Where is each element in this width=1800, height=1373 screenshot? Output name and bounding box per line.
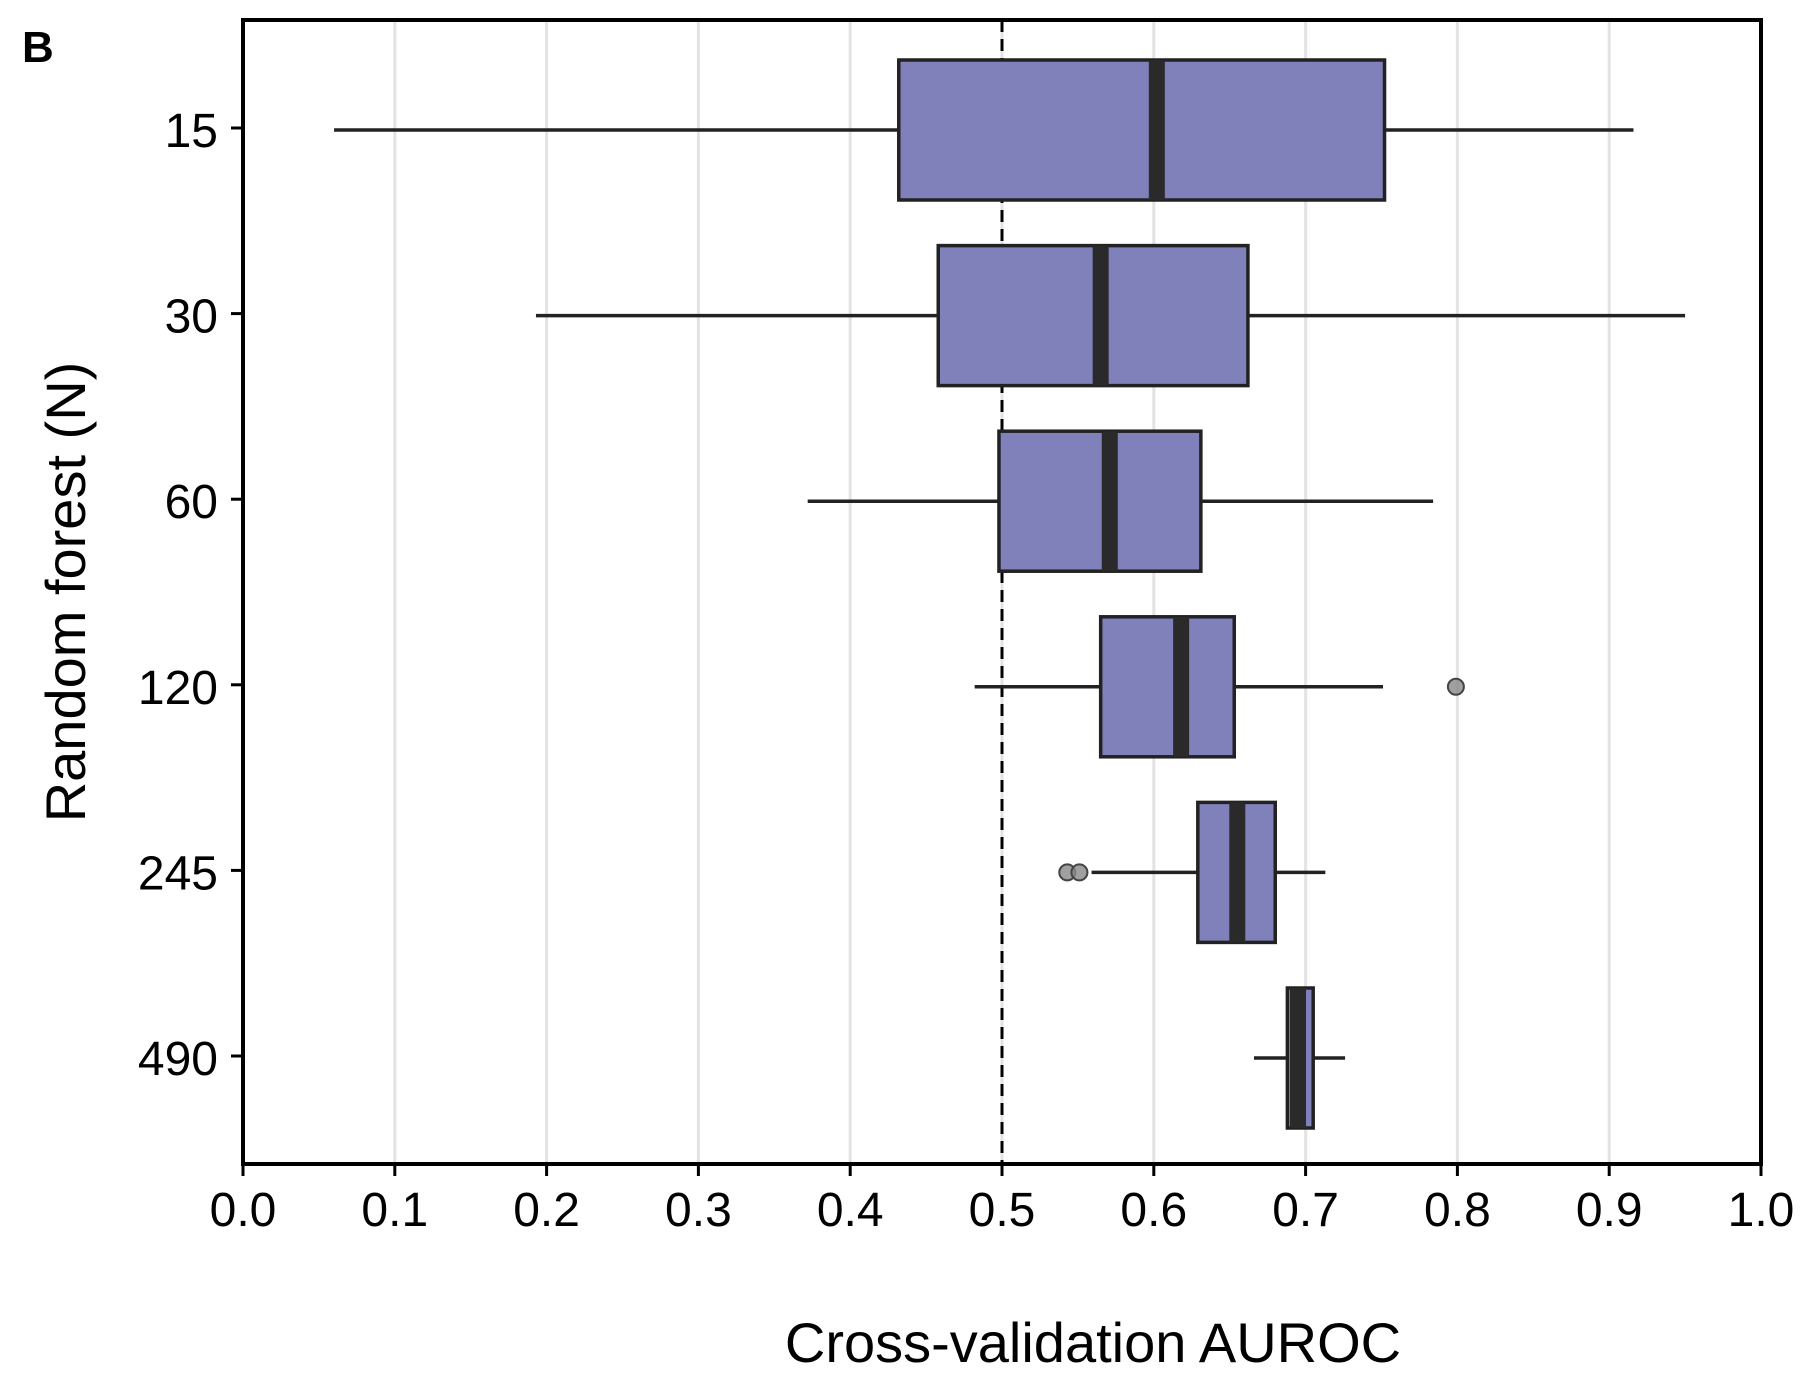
x-tick-label: 0.4 bbox=[817, 1184, 884, 1237]
box-group bbox=[1058, 800, 1326, 945]
box-group bbox=[1253, 986, 1346, 1130]
x-tick-label: 0.7 bbox=[1272, 1184, 1339, 1237]
box-group bbox=[807, 429, 1434, 573]
x-tick-label: 0.2 bbox=[513, 1184, 580, 1237]
box-layer bbox=[334, 58, 1686, 1130]
box-group bbox=[974, 615, 1465, 759]
x-tick-label: 0.5 bbox=[969, 1184, 1036, 1237]
y-axis-label: Random forest (N) bbox=[34, 362, 97, 823]
median-line bbox=[1092, 245, 1109, 386]
median-line bbox=[1290, 988, 1307, 1128]
box-group bbox=[334, 58, 1634, 202]
y-tick-label: 15 bbox=[165, 105, 218, 158]
box bbox=[1098, 615, 1237, 759]
x-tick-label: 1.0 bbox=[1728, 1184, 1795, 1237]
box bbox=[997, 429, 1203, 573]
median-line bbox=[1173, 616, 1190, 757]
box-group bbox=[535, 243, 1686, 388]
x-tick-label: 0.8 bbox=[1424, 1184, 1491, 1237]
x-axis-label: Cross-validation AUROC bbox=[785, 1311, 1401, 1373]
x-tick-label: 0.0 bbox=[210, 1184, 277, 1237]
x-tick-label: 0.1 bbox=[361, 1184, 428, 1237]
y-tick-label: 30 bbox=[165, 291, 218, 344]
panel-label: B bbox=[22, 23, 54, 72]
median-line bbox=[1229, 802, 1246, 943]
y-axis: 15 30 60 120 245 490 bbox=[138, 105, 243, 1086]
median-line bbox=[1148, 60, 1165, 200]
x-axis: 0.0 0.1 0.2 0.3 0.4 0.5 0.6 0.7 0.8 0.9 1.0 bbox=[210, 1164, 1795, 1237]
x-tick-label: 0.3 bbox=[665, 1184, 732, 1237]
y-tick-label: 490 bbox=[138, 1033, 218, 1086]
outlier-point bbox=[1070, 863, 1089, 882]
y-tick-label: 245 bbox=[138, 847, 218, 900]
x-tick-label: 0.6 bbox=[1120, 1184, 1187, 1237]
y-tick-label: 60 bbox=[165, 476, 218, 529]
outlier-point bbox=[1446, 677, 1465, 696]
median-line bbox=[1101, 431, 1118, 572]
y-tick-label: 120 bbox=[138, 662, 218, 715]
x-tick-label: 0.9 bbox=[1576, 1184, 1643, 1237]
box bbox=[897, 58, 1387, 202]
